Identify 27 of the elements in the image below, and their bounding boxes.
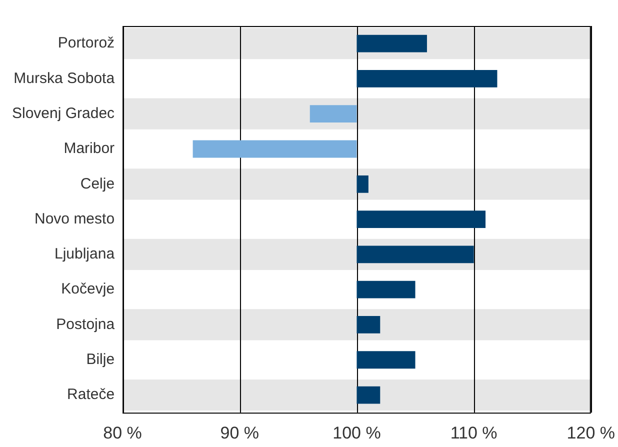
y-tick-label: Bilje <box>86 351 115 368</box>
y-tick-label: Rateče <box>67 386 115 404</box>
bar <box>192 140 357 158</box>
y-tick-label: Murska Sobota <box>14 70 116 87</box>
y-tick-label: Kočevje <box>61 280 115 298</box>
bar <box>356 316 380 334</box>
bar <box>356 351 416 369</box>
x-tick-label: 110 % <box>450 423 498 442</box>
bar <box>356 280 416 298</box>
bar <box>356 70 498 88</box>
bar <box>356 34 427 52</box>
x-tick-label: 90 % <box>220 423 260 442</box>
x-tick-label: 80 % <box>103 423 142 442</box>
bar <box>356 386 380 404</box>
y-tick-label: Portorož <box>58 34 115 52</box>
bar <box>310 105 357 123</box>
y-tick-label: Celje <box>80 175 115 192</box>
y-tick-label: Slovenj Gradec <box>12 105 116 122</box>
y-tick-label: Novo mesto <box>34 210 115 228</box>
x-tick-label: 100 % <box>332 423 381 442</box>
y-tick-label: Postojna <box>56 316 116 333</box>
y-tick-label: Maribor <box>64 140 115 158</box>
y-tick-label: Ljubljana <box>54 246 116 263</box>
bar <box>356 175 368 193</box>
bar <box>356 210 486 228</box>
bar <box>356 246 474 264</box>
x-tick-label: 120 % <box>566 423 615 442</box>
